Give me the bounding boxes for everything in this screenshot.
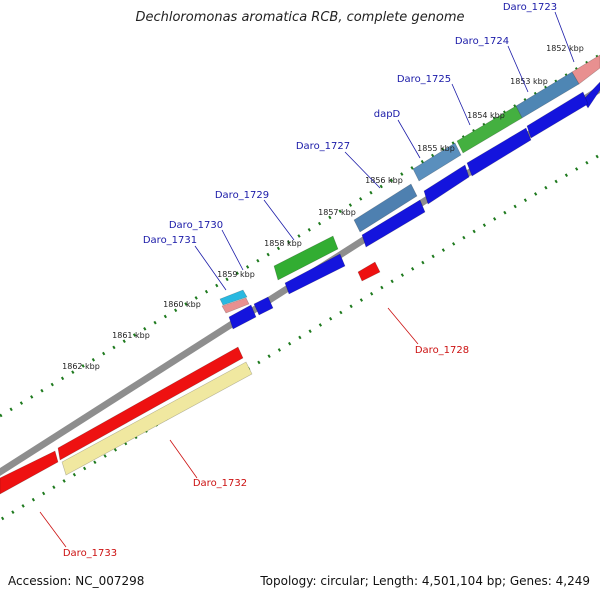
gene-label-Daro_1725: Daro_1725	[397, 74, 451, 85]
gene-label-Daro_1730: Daro_1730	[169, 220, 223, 231]
gene-label-Daro_1728: Daro_1728	[415, 345, 469, 356]
gene-leader-line	[397, 119, 421, 159]
scale-tick-label: 1853 kbp	[510, 77, 548, 86]
gene-label-Daro_1732: Daro_1732	[193, 478, 247, 489]
gene-leader-line	[344, 151, 381, 189]
gene-dapD[interactable]	[412, 142, 462, 182]
gene-Daro_1728[interactable]	[357, 261, 381, 282]
gene-leader-line	[194, 245, 227, 291]
blue-gene-bar-8[interactable]	[253, 296, 274, 316]
scale-tick-label: 1861 kbp	[112, 331, 150, 340]
scale-tick-label: 1859 kbp	[217, 270, 255, 279]
scale-tick-label: 1860 kbp	[163, 300, 201, 309]
gene-leader-line	[451, 83, 471, 126]
blue-gene-bar-4[interactable]	[423, 164, 470, 205]
gene-leader-line	[507, 45, 529, 93]
gene-Daro_1729[interactable]	[273, 235, 339, 281]
gene-label-Daro_1729: Daro_1729	[215, 190, 269, 201]
gene-leader-line	[169, 439, 198, 479]
gene-pale-yellow-bar[interactable]	[61, 361, 253, 476]
blue-gene-bar-7[interactable]	[228, 304, 257, 330]
blue-gene-bar-1[interactable]	[582, 81, 600, 109]
scale-tick-label: 1856 kbp	[365, 176, 403, 185]
map-title: Dechloromonas aromatica RCB, complete ge…	[135, 10, 465, 25]
blue-gene-bar-3[interactable]	[466, 127, 532, 177]
gene-label-Daro_1727: Daro_1727	[296, 141, 350, 152]
gene-label-Daro_1724: Daro_1724	[455, 36, 509, 47]
gene-Daro_1725[interactable]	[456, 105, 523, 154]
scale-tick-label: 1854 kbp	[467, 111, 505, 120]
gene-label-Daro_1723: Daro_1723	[503, 2, 557, 13]
scale-tick-label: 1858 kbp	[264, 239, 302, 248]
accession-text: Accession: NC_007298	[8, 574, 145, 588]
gene-Daro_1730[interactable]	[219, 289, 248, 306]
scale-tick-label: 1855 kbp	[417, 144, 455, 153]
topology-text: Topology: circular; Length: 4,501,104 bp…	[260, 574, 590, 588]
gene-leader-line	[387, 307, 419, 345]
gene-label-Daro_1733: Daro_1733	[63, 548, 117, 559]
gene-leader-line	[39, 511, 67, 548]
gene-Daro_1731[interactable]	[221, 297, 250, 314]
scale-dotted-line-1	[0, 54, 599, 418]
blue-gene-bar-2[interactable]	[526, 91, 589, 139]
gene-Daro_1727[interactable]	[353, 183, 418, 233]
gene-Daro_1732[interactable]	[57, 346, 244, 461]
gene-leader-line	[221, 229, 244, 271]
gene-Daro_1723[interactable]	[571, 54, 600, 85]
scale-tick-label: 1852 kbp	[546, 44, 584, 53]
gene-leader-line	[554, 11, 575, 63]
blue-gene-bar-5[interactable]	[361, 199, 426, 248]
gene-Daro_1733[interactable]	[0, 450, 59, 495]
scale-tick-label: 1857 kbp	[318, 208, 356, 217]
gene-label-Daro_1731: Daro_1731	[143, 235, 197, 246]
blue-gene-bar-6[interactable]	[284, 253, 346, 295]
gene-leader-line	[263, 199, 295, 241]
scale-tick-label: 1862 kbp	[62, 362, 100, 371]
scale-dotted-line-2	[0, 154, 599, 522]
gene-label-dapD: dapD	[374, 109, 401, 120]
